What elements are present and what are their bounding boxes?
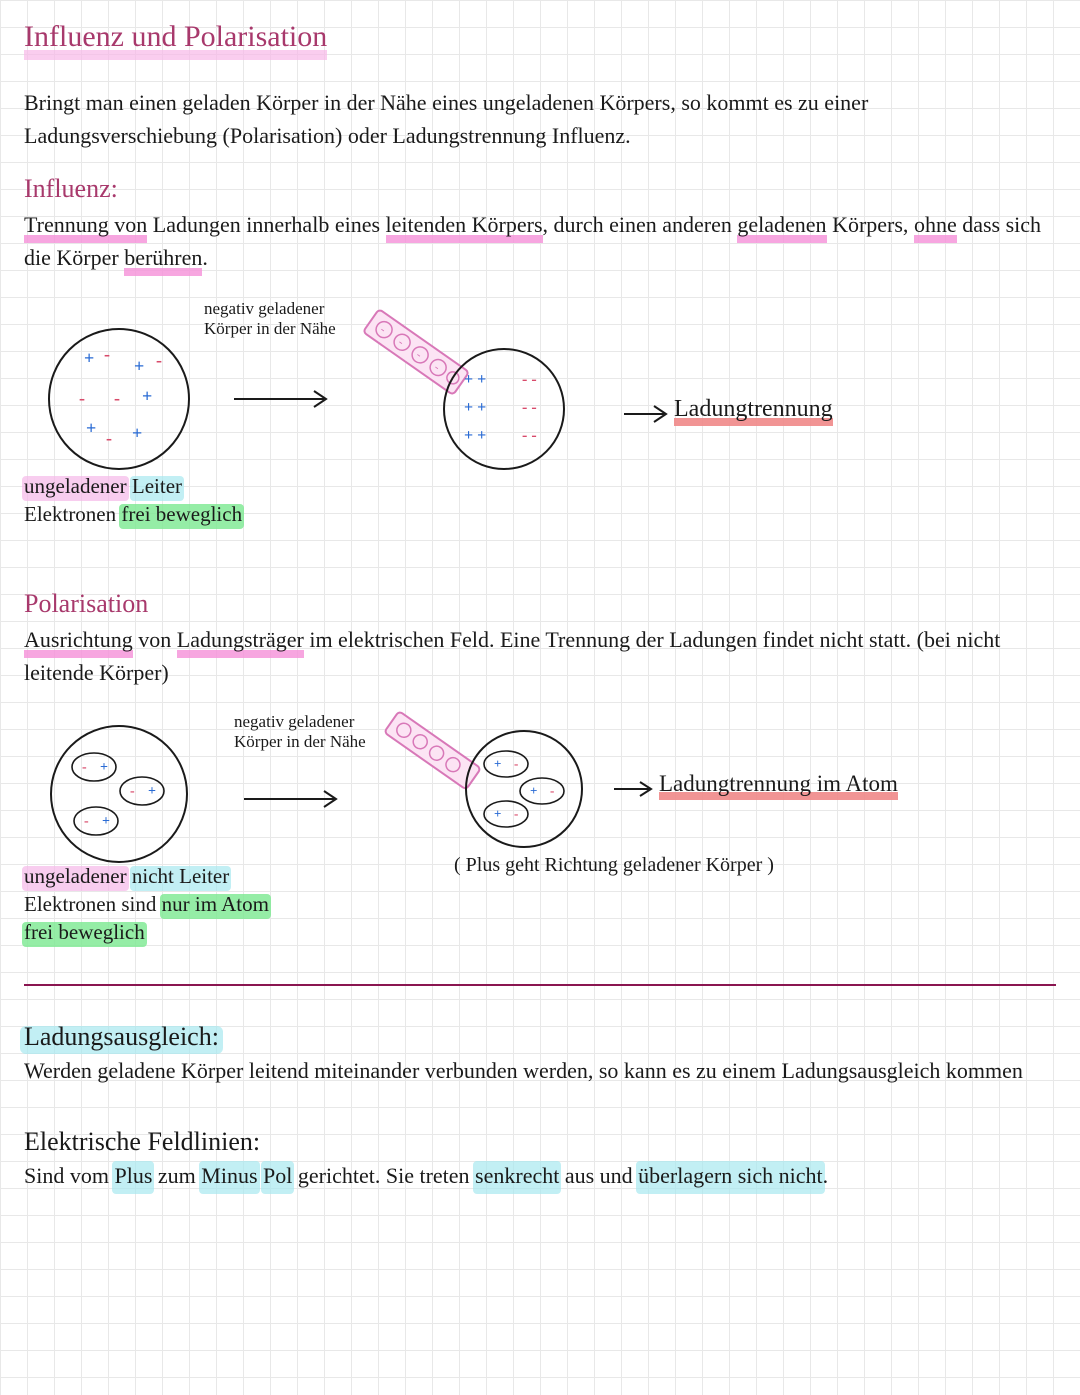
svg-text:+ +: + + xyxy=(464,399,486,416)
svg-text:+: + xyxy=(494,806,501,821)
svg-text:+: + xyxy=(494,756,501,771)
svg-text:+: + xyxy=(86,418,96,438)
polar-note: ( Plus geht Richtung geladener Körper ) xyxy=(454,854,774,877)
t: zum xyxy=(152,1163,201,1188)
svg-text:+: + xyxy=(142,386,152,406)
ladung-text: Werden geladene Körper leitend miteinand… xyxy=(24,1054,1056,1087)
svg-text:Körper in der Nähe: Körper in der Nähe xyxy=(234,732,366,751)
text: Ladungen innerhalb eines xyxy=(147,212,385,237)
svg-text:-: - xyxy=(114,388,120,408)
feld-text: Sind vom Plus zum Minus Pol gerichtet. S… xyxy=(24,1159,1056,1192)
svg-text:+ +: + + xyxy=(464,371,486,388)
separator xyxy=(24,984,1056,986)
heading-text: Ladungsausgleich: xyxy=(24,1022,219,1052)
kw: Ausrichtung xyxy=(24,623,133,656)
svg-text:+: + xyxy=(100,760,108,775)
result-influenz: Ladungtrennung xyxy=(674,396,833,423)
svg-text:-: - xyxy=(104,344,110,364)
caption-polar-1: ungeladener nicht Leiter xyxy=(24,864,229,889)
heading-polarisation: Polarisation xyxy=(24,589,1056,619)
svg-text:+: + xyxy=(134,356,144,376)
svg-text:Körper in der Nähe: Körper in der Nähe xyxy=(204,319,336,338)
cap: Elektronen sind xyxy=(24,892,156,916)
result-text: Ladungtrennung xyxy=(674,396,833,423)
cap: frei beweglich xyxy=(24,920,145,945)
text: . xyxy=(202,245,208,270)
polarisation-text: Ausrichtung von Ladungsträger im elektri… xyxy=(24,623,1056,689)
influenz-text: Trennung von Ladungen innerhalb eines le… xyxy=(24,208,1056,274)
cap: frei beweglich xyxy=(121,502,242,527)
k: Pol xyxy=(263,1159,292,1192)
intro-text: Bringt man einen geladen Körper in der N… xyxy=(24,86,1056,152)
page-title: Influenz und Polarisation xyxy=(24,20,327,56)
svg-text:-: - xyxy=(514,756,518,771)
diagram-influenz: +- +- --+ +-+ negativ geladener Körper i… xyxy=(24,284,1056,519)
t: aus und xyxy=(559,1163,638,1188)
svg-text:-: - xyxy=(130,784,135,799)
t: . xyxy=(823,1163,829,1188)
svg-text:-: - xyxy=(156,350,162,370)
text: Trennung von xyxy=(24,208,147,241)
t: Sind vom xyxy=(24,1163,114,1188)
kw: geladenen xyxy=(737,208,826,241)
result-text: Ladungtrennung im Atom xyxy=(659,771,898,797)
svg-text:+: + xyxy=(148,784,156,799)
text: Körpers, xyxy=(827,212,914,237)
svg-text:+: + xyxy=(132,423,142,443)
heading-feld: Elektrische Feldlinien: xyxy=(24,1127,1056,1157)
svg-text:-: - xyxy=(106,428,112,448)
svg-text:-: - xyxy=(84,814,89,829)
svg-text:- -: - - xyxy=(522,399,537,416)
text: , durch einen anderen xyxy=(543,212,738,237)
svg-text:- -: - - xyxy=(522,427,537,444)
caption-influenz-1: ungeladener Leiter xyxy=(24,474,182,499)
k: Minus xyxy=(201,1159,257,1192)
k: senkrecht xyxy=(475,1159,559,1192)
svg-text:-: - xyxy=(82,760,87,775)
svg-text:negativ geladener: negativ geladener xyxy=(234,712,355,731)
caption-polar-2: Elektronen sind nur im Atom xyxy=(24,892,269,917)
svg-text:negativ geladener: negativ geladener xyxy=(204,299,325,318)
caption-influenz-2: Elektronen frei beweglich xyxy=(24,502,242,527)
cap: Elektronen xyxy=(24,502,116,526)
cap: Leiter xyxy=(132,474,182,499)
kw: berühren xyxy=(124,241,202,274)
kw: Ladungsträger xyxy=(177,623,304,656)
svg-text:-: - xyxy=(79,388,85,408)
svg-text:+: + xyxy=(84,348,94,368)
text: von xyxy=(133,627,177,652)
t: gerichtet. Sie treten xyxy=(292,1163,475,1188)
kw: ohne xyxy=(914,208,957,241)
svg-text:- -: - - xyxy=(522,371,537,388)
cap: nicht Leiter xyxy=(132,864,229,889)
kw: leitenden Körpers xyxy=(386,208,543,241)
heading-influenz: Influenz: xyxy=(24,174,1056,204)
cap: nur im Atom xyxy=(162,892,269,917)
heading-ladung: Ladungsausgleich: xyxy=(24,1000,1056,1052)
svg-text:+: + xyxy=(530,783,537,798)
caption-polar-3: frei beweglich xyxy=(24,920,145,945)
cap: ungeladener xyxy=(24,864,127,889)
result-polar: Ladungtrennung im Atom xyxy=(659,771,898,797)
svg-text:+ +: + + xyxy=(464,427,486,444)
svg-text:+: + xyxy=(102,814,110,829)
svg-text:-: - xyxy=(514,806,518,821)
diagram-polarisation: -+ -+ -+ negativ geladener Körper in der… xyxy=(24,699,1056,904)
k: Plus xyxy=(114,1159,152,1192)
k: überlagern sich nicht xyxy=(638,1159,823,1192)
svg-text:-: - xyxy=(550,783,554,798)
cap: ungeladener xyxy=(24,474,127,499)
